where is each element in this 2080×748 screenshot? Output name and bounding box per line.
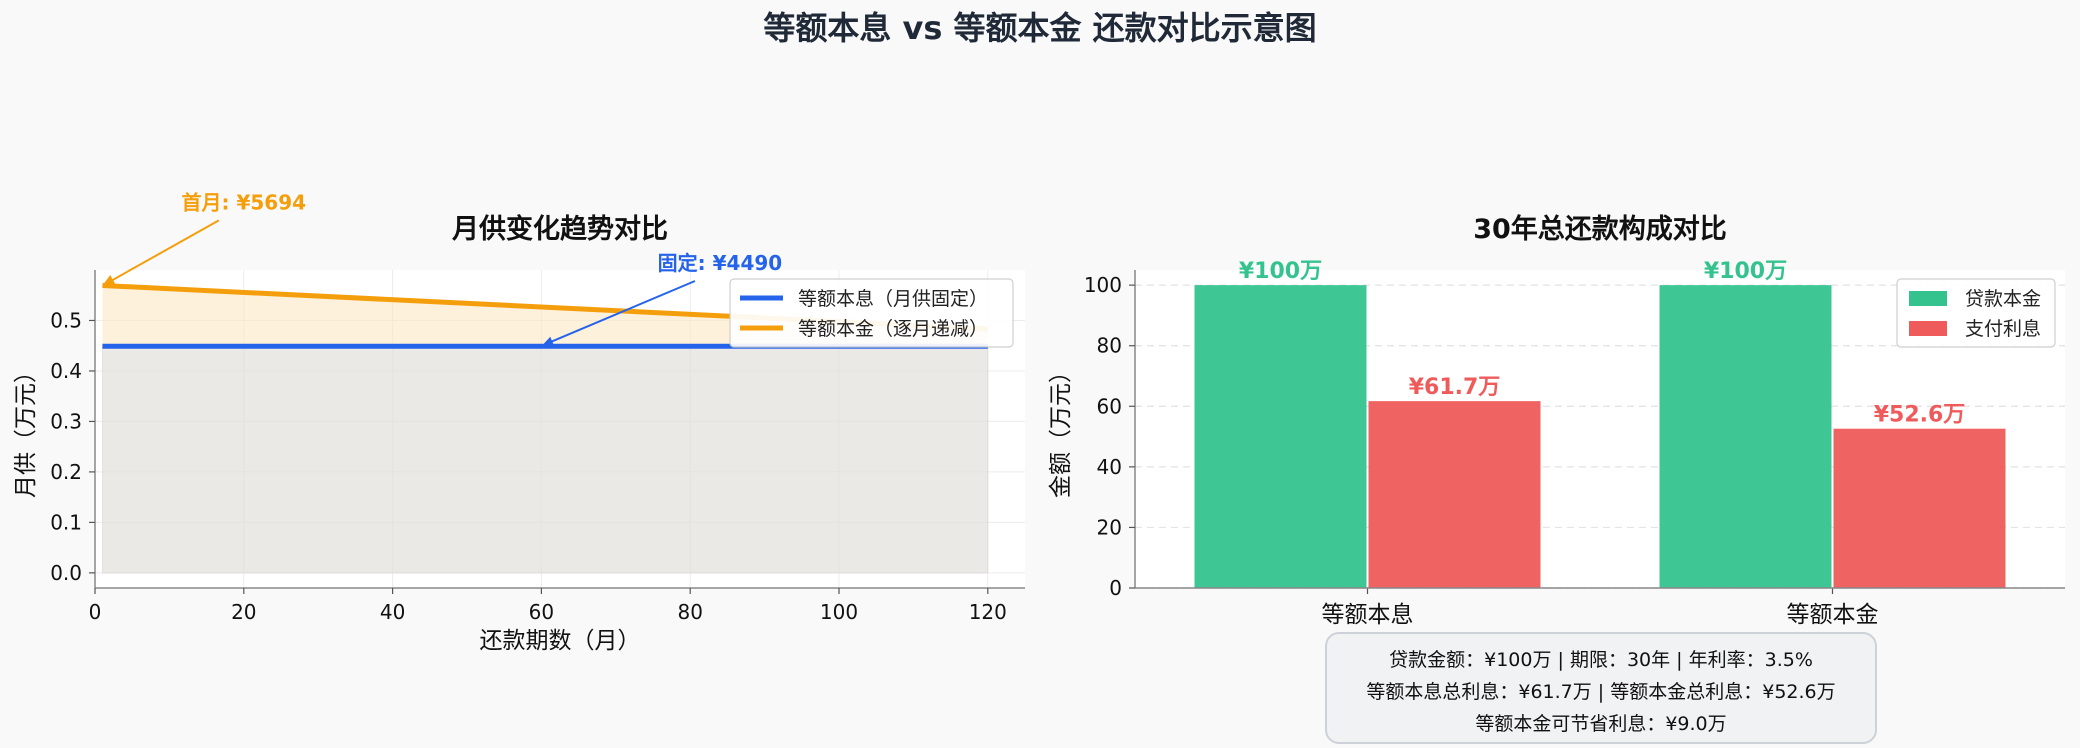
bar-legend-label-1: 支付利息 (1965, 318, 2041, 340)
line-x-tick-label-3: 60 (529, 600, 554, 624)
bar-x-tick-label-1: 等额本金 (1787, 602, 1879, 628)
line-legend-box (729, 278, 1014, 348)
line-y-tick-label-2: 0.2 (50, 460, 82, 484)
line-legend-label-0: 等额本息（月供固定） (798, 288, 988, 310)
line-chart-title: 月供变化趋势对比 (451, 213, 668, 245)
bar-value-label-0-0: ¥100万 (1239, 259, 1322, 284)
bar-0-1 (1659, 285, 1832, 588)
bar-value-label-0-1: ¥100万 (1704, 259, 1787, 284)
bar-0-0 (1194, 285, 1367, 588)
summary-line-2: 等额本息总利息：¥61.7万 | 等额本金总利息：¥52.6万 (1366, 681, 1836, 703)
bar-y-tick-label-2: 40 (1097, 455, 1122, 479)
bar-x-tick-label-0: 等额本息 (1322, 602, 1414, 628)
line-x-tick-label-4: 80 (677, 600, 702, 624)
summary-box: 贷款金额：¥100万 | 期限：30年 | 年利率：3.5% 等额本息总利息：¥… (1325, 632, 1877, 744)
page-title: 等额本息 vs 等额本金 还款对比示意图 (763, 9, 1317, 47)
annotation-label-1: 固定: ¥4490 (658, 251, 783, 275)
bar-legend-swatch-1 (1909, 321, 1947, 336)
line-x-tick-label-0: 0 (89, 600, 102, 624)
bar-legend-label-0: 贷款本金 (1965, 288, 2041, 310)
bar-value-label-1-1: ¥52.6万 (1874, 403, 1966, 428)
annotation-arrow-0 (105, 219, 220, 285)
line-y-tick-label-5: 0.5 (50, 308, 82, 332)
bar-1-1 (1833, 428, 2006, 588)
bar-1-0 (1368, 401, 1541, 588)
line-x-tick-label-6: 120 (969, 600, 1007, 624)
summary-line-1: 贷款金额：¥100万 | 期限：30年 | 年利率：3.5% (1389, 649, 1813, 671)
line-y-tick-label-1: 0.1 (50, 510, 82, 534)
summary-line-3: 等额本金可节省利息：¥9.0万 (1475, 713, 1727, 735)
bar-value-label-1-0: ¥61.7万 (1409, 375, 1501, 400)
bar-y-axis-label: 金额（万元） (1048, 360, 1074, 498)
fill-under-equal-installment (101, 345, 989, 574)
line-x-tick-label-1: 20 (231, 600, 256, 624)
bar-y-tick-label-1: 20 (1097, 515, 1122, 539)
bar-y-tick-label-5: 100 (1084, 273, 1122, 297)
bar-y-tick-label-4: 80 (1097, 334, 1122, 358)
annotation-arrow-1 (545, 280, 696, 346)
line-y-axis-label: 月供（万元） (13, 360, 39, 498)
line-y-tick-label-0: 0.0 (50, 561, 82, 585)
annotation-arrowhead-1 (541, 336, 555, 347)
line-x-tick-label-2: 40 (380, 600, 405, 624)
line-legend-label-1: 等额本金（逐月递减） (798, 318, 988, 340)
bar-chart-title: 30年总还款构成对比 (1473, 213, 1727, 245)
bar-y-tick-label-0: 0 (1109, 576, 1122, 600)
annotation-label-0: 首月: ¥5694 (182, 190, 307, 214)
line-x-axis-label: 还款期数（月） (480, 628, 641, 654)
bar-legend-swatch-0 (1909, 291, 1947, 306)
line-x-tick-label-5: 100 (820, 600, 858, 624)
annotation-arrowhead-0 (102, 275, 116, 286)
line-y-tick-label-4: 0.4 (50, 359, 82, 383)
bar-y-tick-label-3: 60 (1097, 394, 1122, 418)
line-y-tick-label-3: 0.3 (50, 409, 82, 433)
